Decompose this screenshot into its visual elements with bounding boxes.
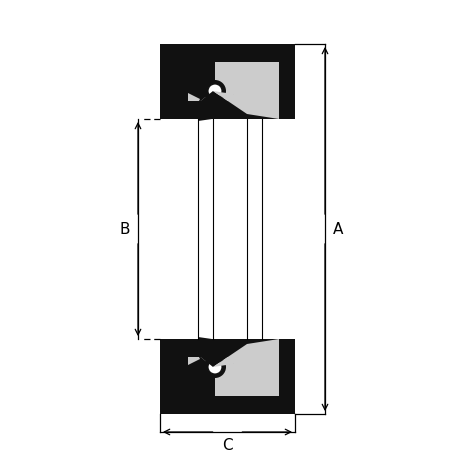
Text: B: B <box>119 222 130 237</box>
Polygon shape <box>213 92 279 120</box>
Text: C: C <box>222 437 232 453</box>
Polygon shape <box>160 339 188 396</box>
Polygon shape <box>160 357 279 396</box>
Polygon shape <box>279 63 294 120</box>
Polygon shape <box>160 339 279 357</box>
Polygon shape <box>188 63 235 104</box>
Circle shape <box>203 81 225 103</box>
Circle shape <box>207 360 222 374</box>
Polygon shape <box>160 45 294 63</box>
Polygon shape <box>160 396 294 414</box>
Polygon shape <box>197 92 246 122</box>
Circle shape <box>207 85 222 99</box>
Circle shape <box>207 85 222 99</box>
Circle shape <box>203 81 225 103</box>
Polygon shape <box>213 357 279 396</box>
Text: A: A <box>332 222 342 237</box>
Polygon shape <box>160 63 188 120</box>
Polygon shape <box>197 337 246 367</box>
Polygon shape <box>279 339 294 396</box>
Polygon shape <box>213 339 279 367</box>
Polygon shape <box>188 355 235 396</box>
Circle shape <box>203 356 225 378</box>
Polygon shape <box>160 63 279 102</box>
Polygon shape <box>160 102 279 120</box>
Polygon shape <box>213 63 279 102</box>
